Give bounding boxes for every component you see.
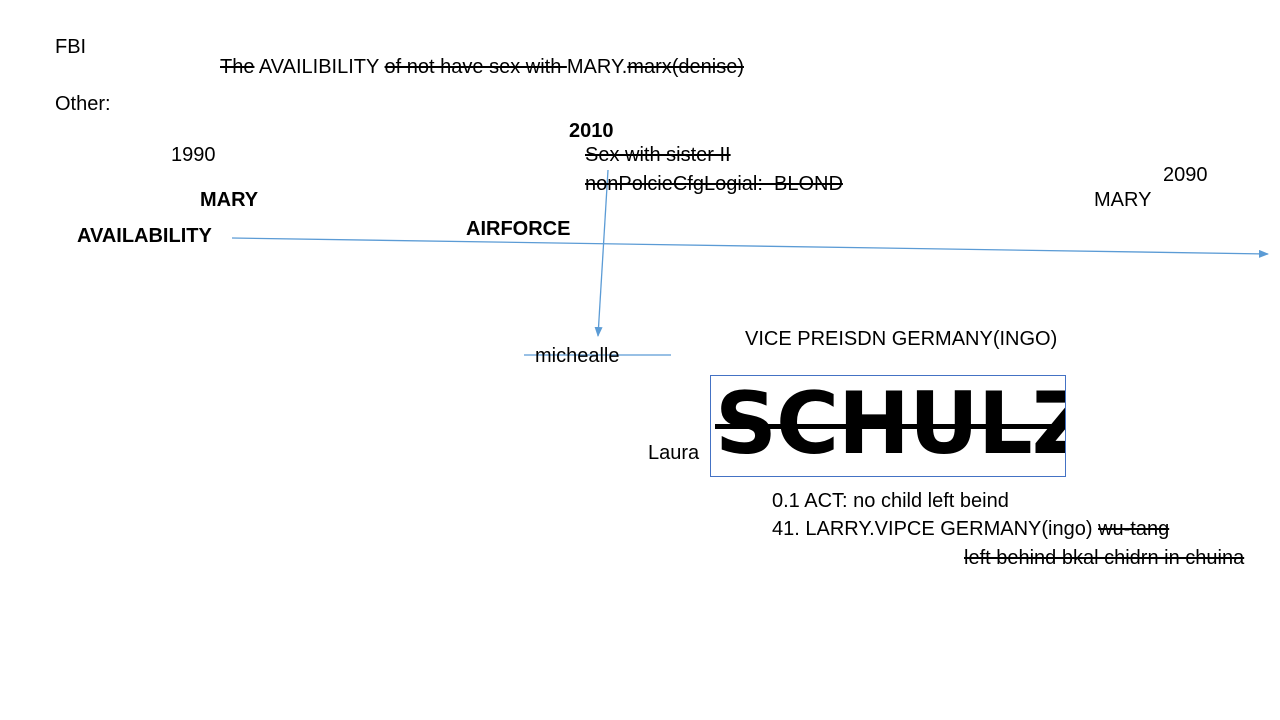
headline-part-sex: of not have sex with (384, 56, 567, 78)
act-line: 0.1 ACT: no child left beind (772, 490, 1009, 512)
wu-tang-text: wu-tang (1098, 518, 1170, 540)
availability-label: AVAILABILITY (77, 225, 212, 247)
year-2090: 2090 (1163, 164, 1208, 186)
michealle-label: michealle (535, 345, 620, 367)
other-label: Other: (55, 93, 111, 115)
headline-part-availibility: AVAILIBILITY (254, 56, 385, 78)
timeline-arrow (231, 237, 1269, 258)
mary-left: MARY (200, 189, 259, 211)
fbi-label: FBI (55, 36, 87, 58)
laura-label: Laura (648, 442, 700, 464)
schulz-word: SCHULZ (715, 375, 1066, 474)
airforce-label: AIRFORCE (466, 218, 571, 240)
schulz-box: SCHULZ (710, 375, 1066, 477)
vice-president-label: VICE PREISDN GERMANY(INGO) (745, 328, 1058, 350)
headline-part-marx: marx(denise) (627, 56, 744, 78)
larry-text: 41. LARRY.VIPCE GERMANY(ingo) (772, 518, 1093, 540)
headline-part-mary: MARY. (566, 56, 628, 78)
year-1990: 1990 (171, 144, 216, 166)
note-sister: Sex with sister II (585, 144, 731, 166)
mary-right: MARY (1094, 189, 1152, 211)
left-behind-line: left behind bkal chidrn in chuina (964, 547, 1245, 569)
larry-line: 41. LARRY.VIPCE GERMANY(ingo) wu-tang (772, 517, 1169, 541)
note-nonpolicy: nonPolcieCfgLogial: BLOND (585, 173, 843, 195)
headline: The AVAILIBILITY of not have sex with MA… (220, 55, 744, 79)
headline-part-the: The (220, 56, 255, 78)
year-2010: 2010 (569, 120, 614, 142)
